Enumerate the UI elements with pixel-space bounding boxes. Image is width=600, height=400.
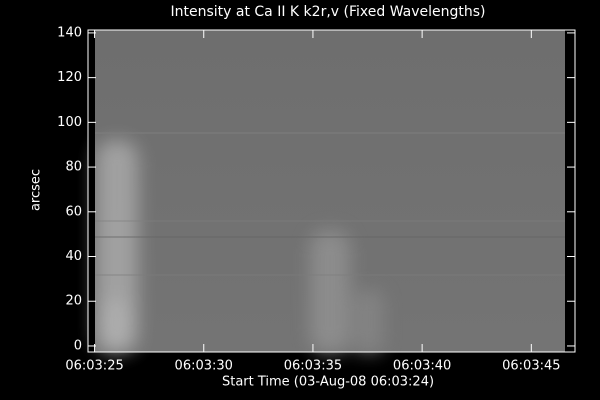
- x-axis-label: Start Time (03-Aug-08 06:03:24): [222, 375, 434, 390]
- y-tick-label: 120: [57, 70, 82, 85]
- y-tick-label: 100: [57, 115, 82, 130]
- chart-title: Intensity at Ca II K k2r,v (Fixed Wavele…: [171, 4, 486, 20]
- x-tick-label: 06:03:30: [175, 359, 233, 374]
- y-tick-label: 60: [65, 204, 82, 219]
- y-tick-label: 0: [74, 338, 82, 353]
- x-tick-label: 06:03:25: [65, 359, 123, 374]
- x-tick-label: 06:03:40: [393, 359, 451, 374]
- x-tick-label: 06:03:45: [502, 359, 560, 374]
- y-axis-label: arcsec: [29, 169, 44, 211]
- y-tick-label: 80: [65, 160, 82, 175]
- y-tick-label: 40: [65, 249, 82, 264]
- y-tick-label: 20: [65, 294, 82, 309]
- image: [87, 29, 576, 353]
- y-tick-label: 140: [57, 25, 82, 40]
- x-tick-label: 06:03:35: [284, 359, 342, 374]
